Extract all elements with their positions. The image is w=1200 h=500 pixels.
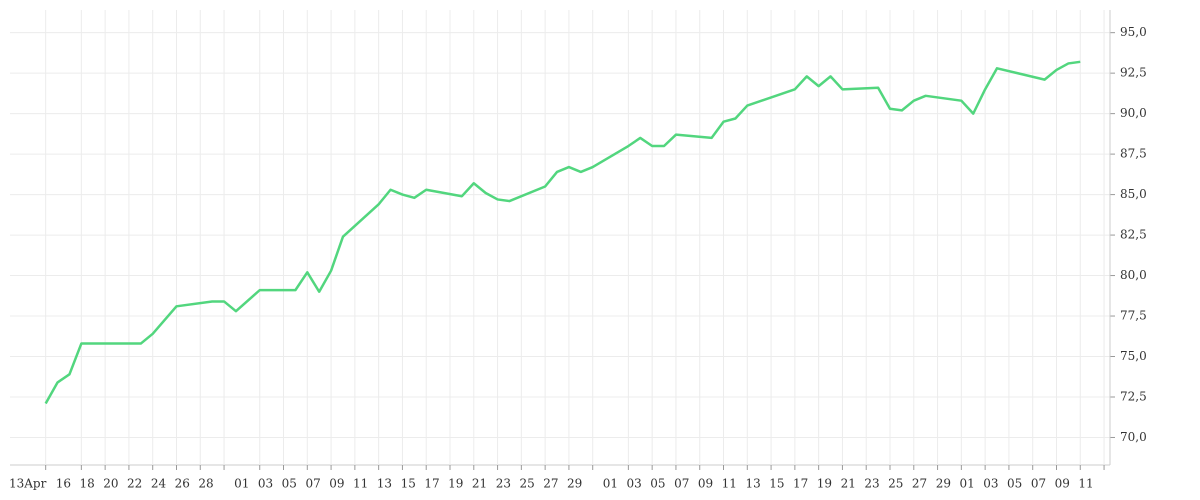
x-tick-label: 25 <box>519 477 534 491</box>
x-tick-label: 07 <box>1031 477 1046 491</box>
y-tick-label: 90,0 <box>1120 106 1147 120</box>
x-tick-label: 19 <box>448 477 463 491</box>
y-tick-label: 95,0 <box>1120 25 1147 39</box>
x-tick-label: 05 <box>650 477 665 491</box>
y-tick-label: 82,5 <box>1120 228 1147 242</box>
x-tick-label: 17 <box>793 477 808 491</box>
x-tick-label: 13Apr <box>9 477 47 491</box>
x-tick-label: 11 <box>722 477 737 491</box>
x-tick-label: 22 <box>127 477 142 491</box>
x-tick-label: 15 <box>769 477 784 491</box>
x-tick-label: 09 <box>698 477 713 491</box>
y-tick-label: 92,5 <box>1120 66 1147 80</box>
x-tick-label: 29 <box>567 477 582 491</box>
x-tick-label: 23 <box>496 477 511 491</box>
x-tick-label: 24 <box>151 477 167 491</box>
x-tick-label: 27 <box>912 477 927 491</box>
x-tick-label: 05 <box>1007 477 1022 491</box>
x-tick-label: 07 <box>305 477 320 491</box>
x-tick-label: 03 <box>627 477 642 491</box>
x-tick-label: 13 <box>377 477 392 491</box>
x-tick-label: 03 <box>258 477 273 491</box>
y-tick-label: 77,5 <box>1120 309 1147 323</box>
x-tick-label: 17 <box>424 477 439 491</box>
x-tick-label: 26 <box>175 477 190 491</box>
x-tick-label: 05 <box>282 477 297 491</box>
y-tick-label: 85,0 <box>1120 187 1147 201</box>
x-tick-label: 11 <box>1078 477 1093 491</box>
x-tick-label: 18 <box>79 477 94 491</box>
y-tick-label: 70,0 <box>1120 430 1147 444</box>
line-series <box>44 60 1081 405</box>
x-tick-label: 01 <box>603 477 618 491</box>
x-tick-label: 09 <box>329 477 344 491</box>
x-tick-label: 23 <box>864 477 879 491</box>
x-tick-label: 13 <box>745 477 760 491</box>
x-tick-label: 19 <box>817 477 832 491</box>
x-tick-label: 20 <box>103 477 118 491</box>
x-tick-label: 07 <box>674 477 689 491</box>
y-tick-label: 72,5 <box>1120 389 1147 403</box>
x-tick-label: 29 <box>936 477 951 491</box>
x-tick-label: 21 <box>841 477 856 491</box>
x-tick-label: 11 <box>353 477 368 491</box>
x-tick-label: 21 <box>472 477 487 491</box>
y-tick-label: 80,0 <box>1120 268 1147 282</box>
y-tick-label: 87,5 <box>1120 147 1147 161</box>
x-tick-label: 01 <box>959 477 974 491</box>
x-tick-label: 09 <box>1055 477 1070 491</box>
x-tick-label: 15 <box>401 477 416 491</box>
x-tick-label: 27 <box>543 477 558 491</box>
x-tick-label: 25 <box>888 477 903 491</box>
y-tick-label: 75,0 <box>1120 349 1147 363</box>
x-tick-label: 16 <box>56 477 71 491</box>
x-tick-label: 01 <box>234 477 249 491</box>
x-tick-label: 28 <box>198 477 213 491</box>
x-tick-label: 03 <box>983 477 998 491</box>
